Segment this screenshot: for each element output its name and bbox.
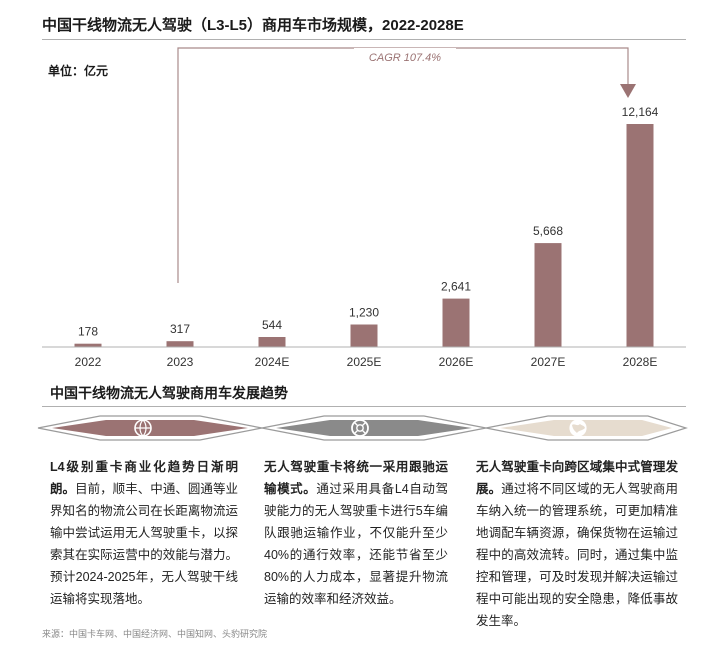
unit-label: 单位：亿元 <box>48 64 109 78</box>
trend-card-1: L4级别重卡商业化趋势日渐明朗。目前，顺丰、中通、圆通等业界知名的物流公司在长距… <box>50 456 238 610</box>
value-label-2025E: 1,230 <box>349 306 379 320</box>
trend-card-3: 无人驾驶重卡向跨区域集中式管理发展。通过将不同区域的无人驾驶商用车纳入统一的管理… <box>476 456 678 632</box>
category-label-2026E: 2026E <box>439 355 474 369</box>
cagr-arrowhead <box>620 84 636 98</box>
trend-banners <box>37 415 688 441</box>
lifebuoy-icon <box>351 419 369 437</box>
value-label-2027E: 5,668 <box>533 224 563 238</box>
trend-card-2-body: 通过采用具备L4自动驾驶能力的无人驾驶重卡进行5车编队跟驰运输作业，不仅能升至少… <box>264 482 448 606</box>
value-label-2026E: 2,641 <box>441 280 471 294</box>
banner-1 <box>37 415 263 441</box>
trend-card-3-heading: 无人驾驶重卡向跨区域集中式管理发展。 <box>476 460 678 496</box>
value-label-2028E: 12,164 <box>622 105 659 119</box>
bar-2028E <box>626 124 654 347</box>
value-label-2023: 317 <box>170 322 190 336</box>
bar-2027E <box>534 243 562 347</box>
cagr-annotation: CAGR 107.4% <box>177 47 636 283</box>
cagr-label-bg <box>354 48 456 66</box>
banner-2 <box>261 415 487 441</box>
banner-3 <box>485 415 688 441</box>
category-label-2024E: 2024E <box>255 355 290 369</box>
bar-chart: 178 2022 317 2023 544 2024E 1,230 2025E 2,641 202… <box>42 47 686 369</box>
trend-card-1-body: 目前，顺丰、中通、圆通等业界知名的物流公司在长距离物流运输中尝试运用无人驾驶重卡… <box>50 482 238 606</box>
trend-card-2: 无人驾驶重卡将统一采用跟驰运输模式。通过采用具备L4自动驾驶能力的无人驾驶重卡进… <box>264 456 448 610</box>
section-title: 中国干线物流无人驾驶商用车发展趋势 <box>50 385 288 401</box>
trend-card-1-heading: L4级别重卡商业化趋势日渐明朗。 <box>50 460 238 496</box>
bar-2022 <box>74 343 102 347</box>
bar-2026E <box>442 298 470 347</box>
bar-2023 <box>166 341 194 347</box>
cagr-label: CAGR 107.4% <box>369 52 441 64</box>
bar-2024E <box>258 337 286 347</box>
trend-card-3-body: 通过将不同区域的无人驾驶商用车纳入统一的管理系统，可更加精准地调配车辆资源，确保… <box>476 482 678 628</box>
section-divider <box>42 406 686 407</box>
category-label-2027E: 2027E <box>531 355 566 369</box>
bar-2025E <box>350 324 378 347</box>
title-divider <box>42 39 686 40</box>
bars-group: 178 2022 317 2023 544 2024E 1,230 2025E 2,641 202… <box>74 105 659 369</box>
category-label-2025E: 2025E <box>347 355 382 369</box>
value-label-2024E: 544 <box>262 318 282 332</box>
category-label-2023: 2023 <box>167 355 194 369</box>
category-label-2028E: 2028E <box>623 355 658 369</box>
trend-card-2-heading: 无人驾驶重卡将统一采用跟驰运输模式。 <box>264 460 448 496</box>
value-label-2022: 178 <box>78 325 98 339</box>
category-label-2022: 2022 <box>75 355 102 369</box>
source-note: 来源：中国卡车网、中国经济网、中国知网、头豹研究院 <box>42 629 268 639</box>
chart-title: 中国干线物流无人驾驶（L3-L5）商用车市场规模，2022-2028E <box>42 17 464 34</box>
